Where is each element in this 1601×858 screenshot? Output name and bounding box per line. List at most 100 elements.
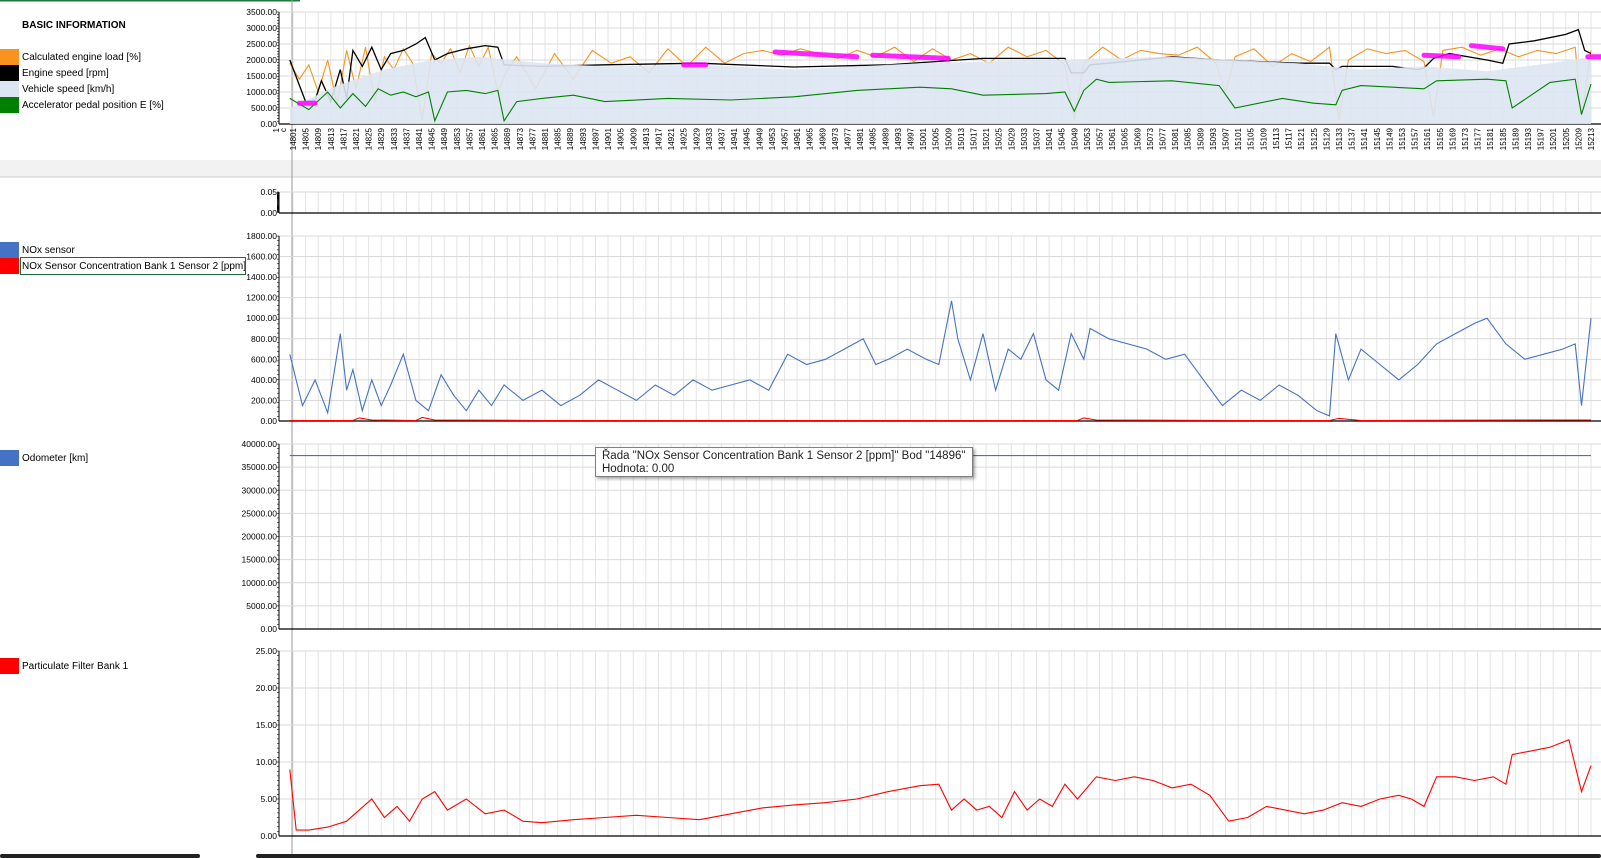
x-tick-label: 14977 (843, 127, 852, 150)
x-tick-label: 14829 (377, 127, 386, 150)
x-tick-label: 14993 (894, 127, 903, 150)
x-tick-label: 15125 (1310, 127, 1319, 150)
y-tick-label: 0.00 (260, 119, 277, 129)
x-tick-label: 14981 (856, 127, 865, 150)
x-tick-label: 15149 (1385, 127, 1394, 150)
legend-item[interactable]: Engine speed [rpm] (0, 65, 109, 81)
x-tick-label: 15033 (1020, 127, 1029, 150)
x-tick-label: 15057 (1096, 127, 1105, 150)
legend-item[interactable]: Odometer [km] (0, 450, 88, 466)
y-tick-label: 40000.00 (242, 439, 278, 449)
x-tick-label: 14953 (768, 127, 777, 150)
x-tick-label: 15017 (970, 127, 979, 150)
legend-label: Vehicle speed [km/h] (22, 83, 115, 95)
y-tick-label: 20.00 (256, 683, 278, 693)
x-tick-label: 14969 (818, 127, 827, 150)
x-tick-label: 15021 (982, 127, 991, 150)
x-tick-label: 15049 (1070, 127, 1079, 150)
x-tick-label: 14917 (654, 127, 663, 150)
highlight-mark (1468, 43, 1506, 52)
x-tick-label: 14881 (541, 127, 550, 150)
data-point-tooltip: Řada "NOx Sensor Concentration Bank 1 Se… (595, 447, 973, 477)
y-tick-label: 600.00 (251, 354, 277, 364)
x-tick-label: 14897 (591, 127, 600, 150)
x-tick-label: 14973 (831, 127, 840, 150)
x-tick-label: 15081 (1171, 127, 1180, 150)
x-tick-label: 1 (272, 127, 281, 132)
legend-item[interactable]: Accelerator pedal position E [%] (0, 97, 164, 113)
legend-swatch (0, 258, 19, 274)
horizontal-scrollbar-right[interactable] (256, 854, 1601, 858)
legend-label: Engine speed [rpm] (22, 67, 109, 79)
x-tick-label: 14905 (617, 127, 626, 150)
x-tick-label: 14961 (793, 127, 802, 150)
y-tick-label: 5000.00 (246, 601, 277, 611)
x-tick-label: 14893 (579, 127, 588, 150)
x-tick-label: 14845 (428, 127, 437, 150)
x-tick-label: 14841 (415, 127, 424, 150)
x-tick-label: 15185 (1499, 127, 1508, 150)
legend-swatch (0, 81, 19, 97)
y-tick-label: 3500.00 (246, 7, 277, 17)
panel-separator-band (0, 160, 1601, 177)
x-tick-label: 15157 (1411, 127, 1420, 150)
x-tick-label: 14889 (566, 127, 575, 150)
legend-swatch (0, 658, 19, 674)
x-tick-label: 14937 (717, 127, 726, 150)
legend-swatch (0, 97, 19, 113)
legend-swatch (0, 49, 19, 65)
horizontal-scrollbar-left[interactable] (0, 854, 200, 858)
x-tick-label: 15001 (919, 127, 928, 150)
y-tick-label: 0.00 (260, 416, 277, 426)
x-tick-label: 15025 (995, 127, 1004, 150)
highlight-mark (772, 49, 860, 60)
x-tick-label: 15097 (1222, 127, 1231, 150)
y-tick-label: 0.00 (260, 208, 277, 218)
legend-item[interactable]: Vehicle speed [km/h] (0, 81, 114, 97)
y-tick-label: 1400.00 (246, 272, 277, 282)
x-tick-label: 15065 (1121, 127, 1130, 150)
series-line (289, 416, 1591, 422)
x-tick-label: 14849 (440, 127, 449, 150)
y-tick-label: 30000.00 (242, 485, 278, 495)
x-tick-label: 14837 (402, 127, 411, 150)
tooltip-value-line: Hodnota: 0.00 (602, 463, 675, 475)
y-tick-label: 15.00 (256, 720, 278, 730)
x-tick-label: 14941 (730, 127, 739, 150)
legend-item[interactable]: NOx Sensor Concentration Bank 1 Sensor 2… (0, 258, 246, 274)
x-tick-label: 15093 (1209, 127, 1218, 150)
y-tick-label: 1200.00 (246, 293, 277, 303)
y-tick-label: 2500.00 (246, 39, 277, 49)
highlight-mark (1421, 52, 1462, 60)
x-tick-label: 15213 (1587, 127, 1596, 150)
x-tick-label: 14913 (642, 127, 651, 150)
x-tick-label: 15133 (1335, 127, 1344, 150)
y-tick-label: 35000.00 (242, 462, 278, 472)
legend-label: Particulate Filter Bank 1 (22, 660, 129, 672)
legend-item[interactable]: Particulate Filter Bank 1 (0, 658, 128, 674)
x-tick-label: 14865 (491, 127, 500, 150)
x-tick-label: 15205 (1562, 127, 1571, 150)
x-tick-label: 14921 (667, 127, 676, 150)
x-tick-label: 14933 (705, 127, 714, 150)
x-tick-label: 14809 (314, 127, 323, 150)
x-tick-label: 14925 (680, 127, 689, 150)
y-tick-label: 0.00 (260, 831, 277, 841)
legend-item[interactable]: Calculated engine load [%] (0, 49, 141, 65)
x-tick-label: 14965 (806, 127, 815, 150)
x-tick-label: 15041 (1045, 127, 1054, 150)
x-tick-label: 15189 (1511, 127, 1520, 150)
y-tick-label: 0.05 (260, 187, 277, 197)
x-tick-label: 15077 (1159, 127, 1168, 150)
y-tick-label: 1000.00 (246, 313, 277, 323)
x-tick-label: 15029 (1007, 127, 1016, 150)
tooltip-series-line: Řada "NOx Sensor Concentration Bank 1 Se… (602, 450, 966, 462)
x-tick-label: 14885 (554, 127, 563, 150)
x-tick-label: 14989 (881, 127, 890, 150)
x-tick-label: 15173 (1461, 127, 1470, 150)
panel-title-basic: BASIC INFORMATION (22, 20, 126, 31)
x-tick-label: 14929 (692, 127, 701, 150)
legend-item[interactable]: NOx sensor (0, 242, 75, 258)
x-tick-label: 15117 (1285, 127, 1294, 149)
x-tick-label: 15037 (1033, 127, 1042, 150)
